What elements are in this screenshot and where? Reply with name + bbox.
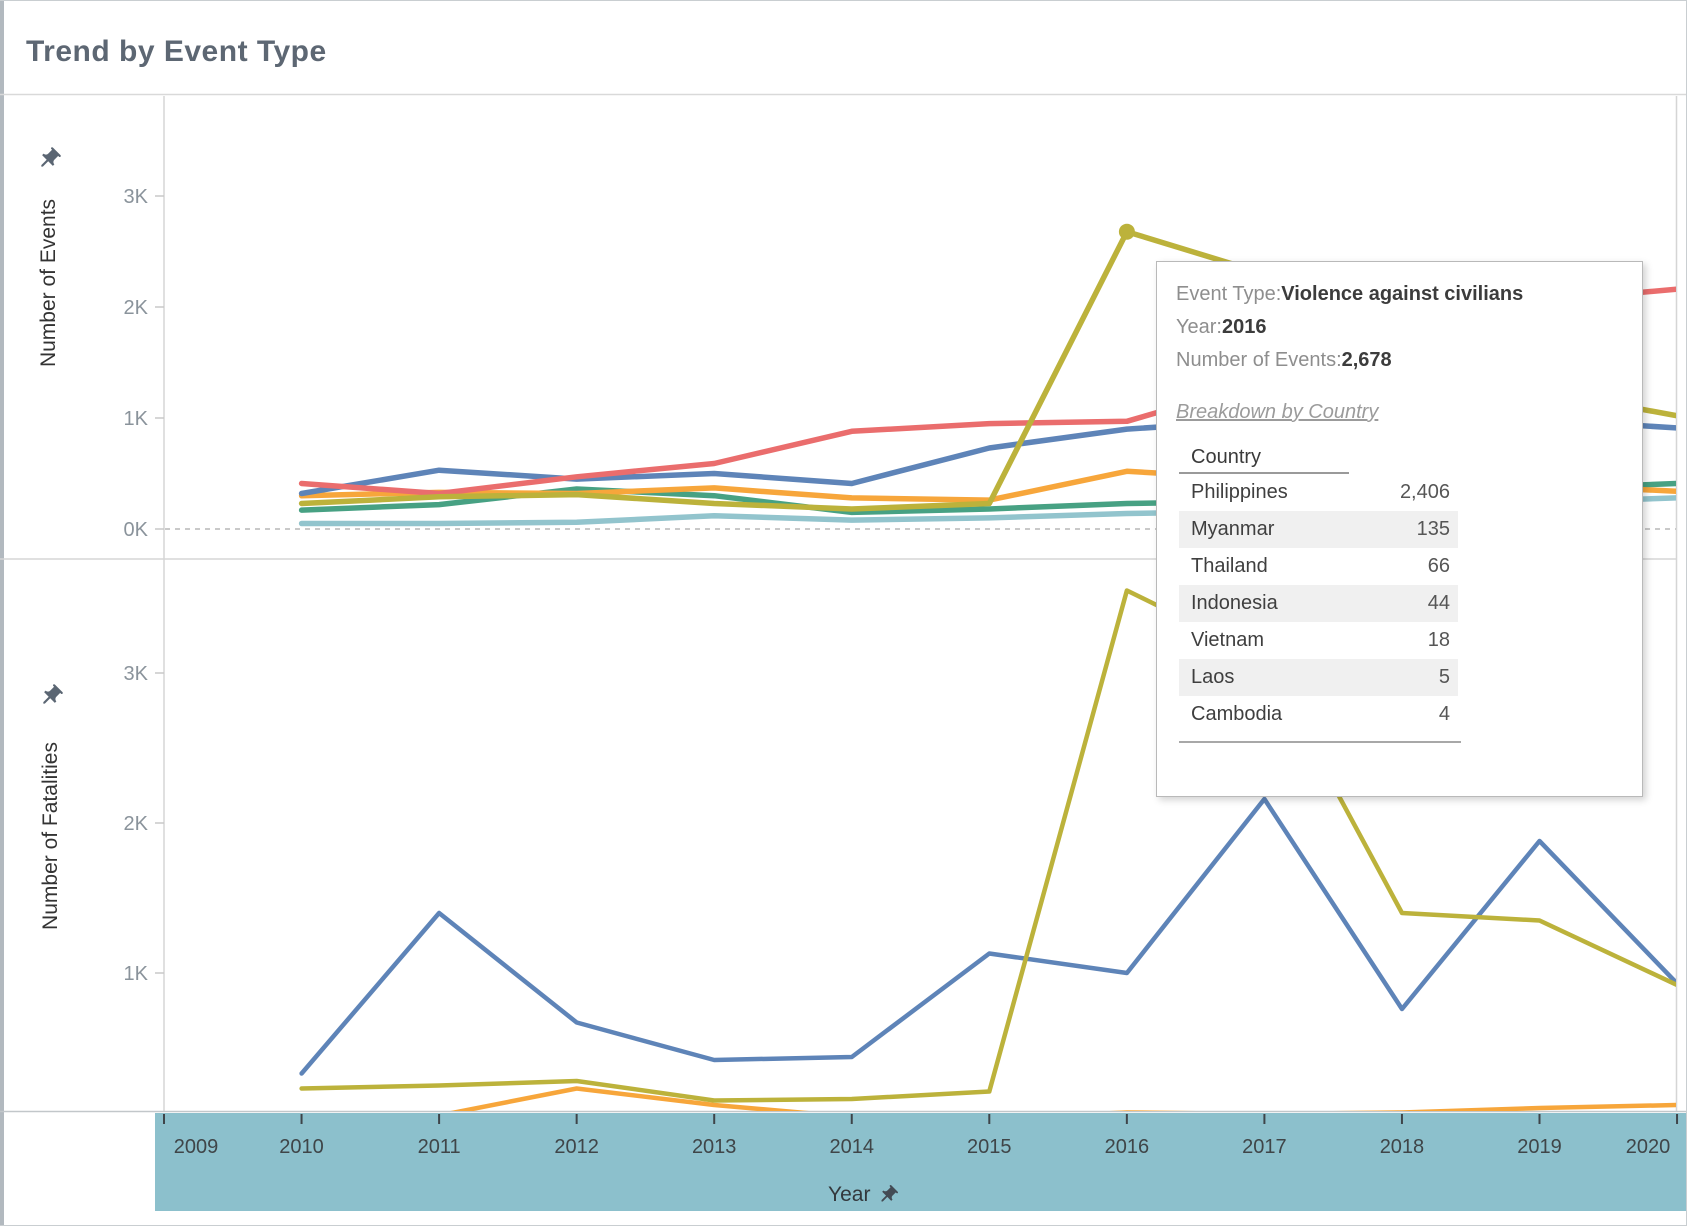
x-axis-title-label: Year — [828, 1183, 870, 1207]
x-tick-label: 2015 — [967, 1136, 1012, 1158]
y-tick-label: 2K — [124, 813, 149, 835]
events-axis-title: Number of Events — [37, 199, 61, 367]
table-row: Cambodia4 — [1179, 696, 1458, 733]
tooltip-event-type: Event Type:Violence against civilians — [1176, 278, 1642, 311]
tooltip-breakdown-title: Breakdown by Country — [1176, 401, 1378, 424]
x-axis-band[interactable] — [155, 1113, 1687, 1211]
country-column-header: Country — [1179, 440, 1349, 474]
tooltip-year: Year:2016 — [1176, 311, 1642, 344]
table-row: Philippines2,406 — [1179, 474, 1458, 511]
table-row: Laos5 — [1179, 659, 1458, 696]
table-row: Thailand66 — [1179, 548, 1458, 585]
x-tick-label: 2018 — [1380, 1136, 1425, 1158]
x-tick-label: 2017 — [1242, 1136, 1287, 1158]
tooltip: Event Type:Violence against civilians Ye… — [1156, 261, 1643, 797]
fatalities-axis-pin[interactable] — [38, 683, 64, 714]
x-tick-label: 2012 — [554, 1136, 599, 1158]
pin-icon[interactable] — [36, 146, 62, 172]
line-series-blue[interactable] — [302, 799, 1678, 1074]
x-tick-label: 2014 — [830, 1136, 875, 1158]
events-axis-pin[interactable] — [36, 146, 62, 177]
tooltip-events-count-value: 2,678 — [1342, 349, 1392, 371]
fatalities-axis-title: Number of Fatalities — [39, 742, 63, 930]
y-tick-label: 1K — [124, 963, 149, 985]
x-tick-label: 2011 — [418, 1136, 461, 1158]
x-tick-label: 2013 — [692, 1136, 737, 1158]
y-tick-label: 0K — [124, 519, 149, 541]
x-tick-label: 2009 — [174, 1136, 219, 1158]
y-tick-label: 3K — [124, 186, 149, 208]
table-row: Indonesia44 — [1179, 585, 1458, 622]
selected-point-marker[interactable] — [1119, 224, 1135, 240]
y-tick-label: 3K — [124, 663, 149, 685]
dashboard: Trend by Event Type 0K1K2K3K1K2K3K200920… — [0, 0, 1687, 1226]
x-tick-label: 2019 — [1517, 1136, 1562, 1158]
tooltip-event-type-value: Violence against civilians — [1281, 283, 1523, 305]
tooltip-country-table: Country Philippines2,406 Myanmar135 Thai… — [1179, 440, 1458, 743]
table-row: Myanmar135 — [1179, 511, 1458, 548]
pin-icon[interactable] — [877, 1184, 899, 1206]
y-tick-label: 2K — [124, 297, 149, 319]
table-row: Vietnam18 — [1179, 622, 1458, 659]
table-bottom-rule — [1179, 741, 1461, 743]
y-tick-label: 1K — [124, 408, 149, 430]
x-tick-label: 2016 — [1105, 1136, 1150, 1158]
x-tick-label: 2020 — [1626, 1136, 1671, 1158]
tooltip-year-value: 2016 — [1222, 316, 1267, 338]
tooltip-events-count: Number of Events:2,678 — [1176, 344, 1642, 377]
x-tick-label: 2010 — [279, 1136, 324, 1158]
x-axis-title[interactable]: Year — [828, 1183, 899, 1207]
pin-icon[interactable] — [38, 683, 64, 709]
